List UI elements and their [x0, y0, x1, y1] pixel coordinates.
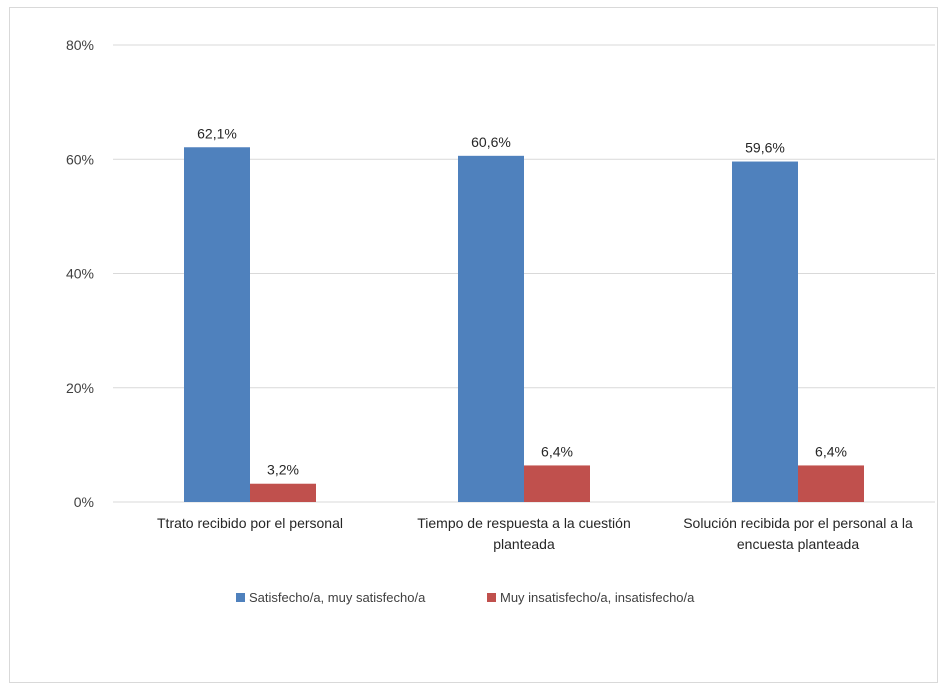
y-tick-label: 80%: [66, 37, 94, 53]
bar-dissatisfied: [524, 465, 590, 502]
y-tick-label: 20%: [66, 380, 94, 396]
legend-swatch: [487, 593, 496, 602]
legend-label: Muy insatisfecho/a, insatisfecho/a: [500, 590, 695, 605]
data-label: 60,6%: [471, 134, 511, 150]
bar-satisfied: [458, 155, 524, 502]
data-label: 62,1%: [197, 125, 237, 141]
bar-satisfied: [184, 147, 250, 502]
category-label: Solución recibida por el personal a la: [683, 515, 913, 531]
bar-satisfied: [732, 161, 798, 502]
legend-label: Satisfecho/a, muy satisfecho/a: [249, 590, 426, 605]
category-label: encuesta planteada: [737, 536, 859, 552]
bar-dissatisfied: [250, 483, 316, 502]
category-label: Ttrato recibido por el personal: [157, 515, 343, 531]
y-tick-label: 40%: [66, 266, 94, 282]
data-label: 59,6%: [745, 140, 785, 156]
data-label: 3,2%: [267, 462, 299, 478]
y-tick-label: 0%: [74, 494, 94, 510]
category-label: Tiempo de respuesta a la cuestión: [417, 515, 631, 531]
y-tick-label: 60%: [66, 151, 94, 167]
data-label: 6,4%: [815, 443, 847, 459]
category-label: planteada: [493, 536, 555, 552]
bar-dissatisfied: [798, 465, 864, 502]
data-label: 6,4%: [541, 443, 573, 459]
legend-swatch: [236, 593, 245, 602]
